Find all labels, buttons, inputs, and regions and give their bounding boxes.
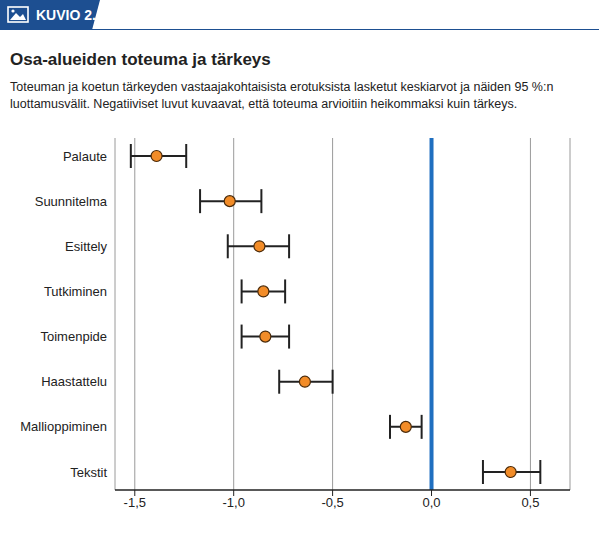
svg-text:Tutkiminen: Tutkiminen <box>44 284 107 299</box>
svg-text:0,0: 0,0 <box>422 495 440 510</box>
svg-text:-0,5: -0,5 <box>321 495 343 510</box>
html-text:Osa-alueiden toteuma ja tärkey: Osa-alueiden toteuma ja tärkeys <box>10 50 271 69</box>
svg-text:Mallioppiminen: Mallioppiminen <box>20 419 107 434</box>
html-text:Toteuman ja koetun tärkeyden v: Toteuman ja koetun tärkeyden vastaajakoh… <box>10 80 554 111</box>
svg-text:0,5: 0,5 <box>521 495 539 510</box>
svg-text:Haastattelu: Haastattelu <box>41 374 107 389</box>
svg-text:Palaute: Palaute <box>63 149 107 164</box>
svg-text:-1,0: -1,0 <box>222 495 244 510</box>
svg-text:Suunnitelma: Suunnitelma <box>35 194 108 209</box>
svg-text:-1,5: -1,5 <box>124 495 146 510</box>
html-text:KUVIO 2.: KUVIO 2. <box>36 7 96 23</box>
svg-text:Esittely: Esittely <box>65 239 107 254</box>
svg-text:Tekstit: Tekstit <box>70 465 107 480</box>
svg-text:Toimenpide: Toimenpide <box>41 329 108 344</box>
